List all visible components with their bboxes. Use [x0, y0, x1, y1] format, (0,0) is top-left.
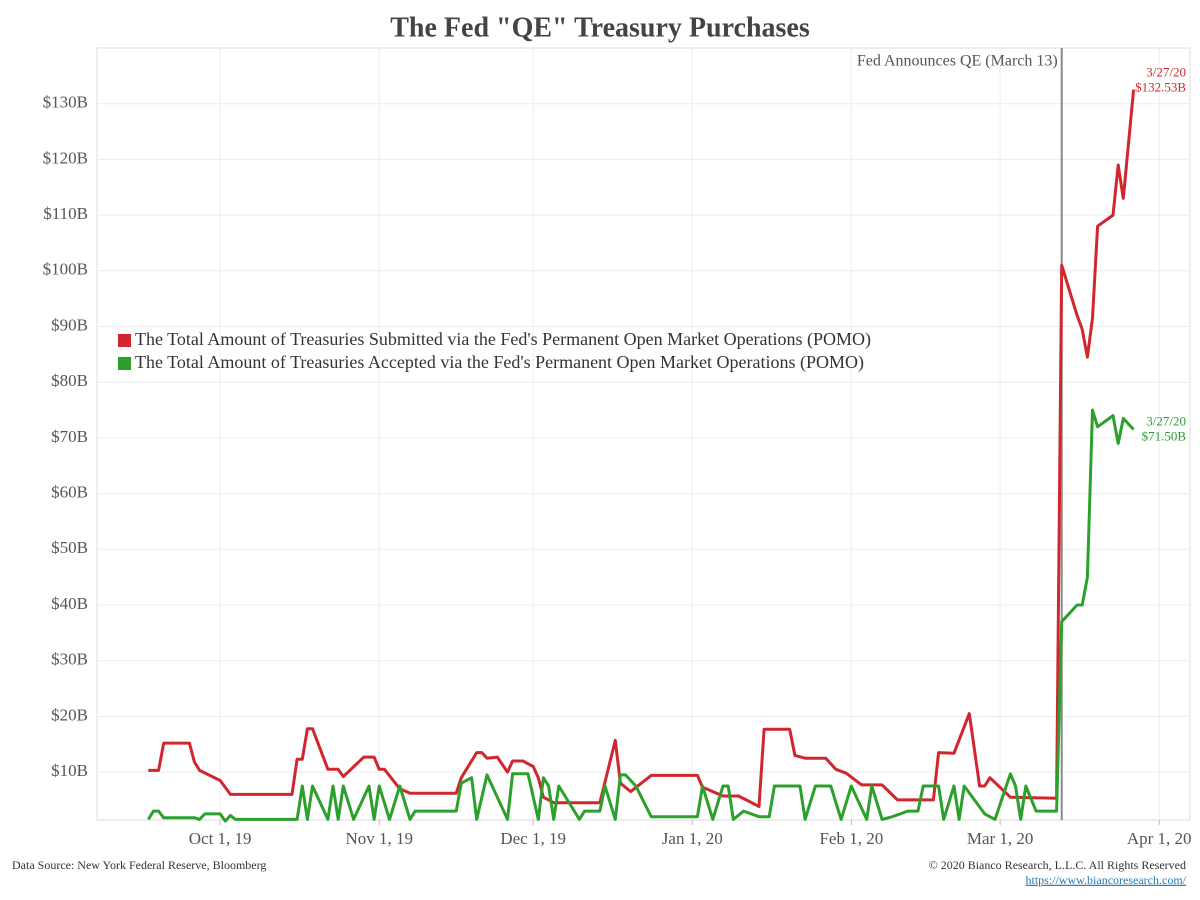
y-tick-label: $20B: [51, 705, 88, 724]
plot-frame: [96, 47, 1191, 821]
end-date-label: 3/27/20: [1146, 65, 1186, 80]
website-link[interactable]: https://www.biancoresearch.com/: [1025, 873, 1186, 887]
end-value-label: $132.53B: [1135, 80, 1186, 95]
event-label: Fed Announces QE (March 13): [857, 53, 1058, 70]
legend-swatch: [118, 334, 131, 347]
x-tick-label: Jan 1, 20: [662, 829, 723, 848]
series-line: [147, 408, 1135, 823]
legend-label: The Total Amount of Treasuries Accepted …: [135, 352, 864, 373]
y-tick-label: $30B: [51, 650, 88, 669]
chart-title: The Fed "QE" Treasury Purchases: [390, 12, 810, 43]
x-tick-label: Dec 1, 19: [500, 829, 566, 848]
x-tick-label: Mar 1, 20: [967, 829, 1034, 848]
series-line: [148, 89, 1136, 809]
copyright: © 2020 Bianco Research, L.L.C. All Right…: [929, 858, 1186, 872]
y-tick-label: $100B: [43, 260, 88, 279]
y-tick-label: $130B: [43, 93, 88, 112]
end-date-label: 3/27/20: [1146, 414, 1186, 429]
y-tick-label: $70B: [51, 427, 88, 446]
y-tick-label: $40B: [51, 594, 88, 613]
y-tick-label: $50B: [51, 538, 88, 557]
y-tick-label: $90B: [51, 315, 88, 334]
y-tick-label: $60B: [51, 483, 88, 502]
x-tick-label: Feb 1, 20: [819, 829, 883, 848]
y-tick-label: $10B: [51, 761, 88, 780]
x-tick-label: Apr 1, 20: [1127, 829, 1192, 848]
y-tick-label: $120B: [43, 148, 88, 167]
x-tick-label: Oct 1, 19: [189, 829, 252, 848]
data-source: Data Source: New York Federal Reserve, B…: [12, 858, 266, 872]
grid: [97, 48, 1190, 820]
legend-swatch: [118, 357, 131, 370]
y-tick-label: $80B: [51, 371, 88, 390]
end-value-label: $71.50B: [1142, 429, 1187, 444]
y-tick-label: $110B: [43, 204, 88, 223]
x-tick-label: Nov 1, 19: [345, 829, 413, 848]
legend-label: The Total Amount of Treasuries Submitted…: [135, 329, 871, 350]
